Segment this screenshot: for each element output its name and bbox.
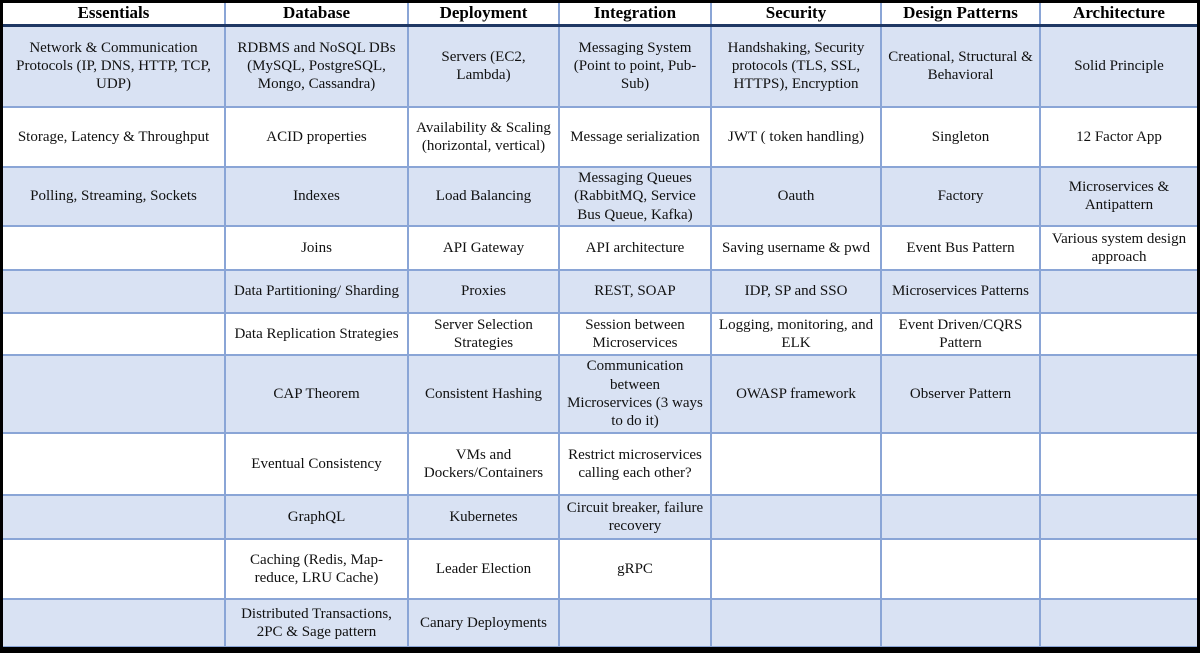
table-cell: Data Replication Strategies	[224, 311, 409, 356]
table-cell: IDP, SP and SSO	[710, 268, 882, 314]
table-cell: Communication between Microservices (3 w…	[558, 353, 712, 434]
table-cell: Servers (EC2, Lambda)	[407, 24, 560, 108]
table-cell	[558, 597, 712, 647]
table-cell	[3, 597, 226, 647]
table-cell: Observer Pattern	[880, 353, 1041, 434]
table-row: Network & Communication Protocols (IP, D…	[3, 24, 1197, 108]
table-row: Distributed Transactions, 2PC & Sage pat…	[3, 597, 1197, 647]
table-cell: Polling, Streaming, Sockets	[3, 166, 226, 227]
table-row: Storage, Latency & Throughput ACID proper…	[3, 106, 1197, 168]
column-header-database: Database	[224, 3, 409, 27]
table-cell: Message serialization	[558, 106, 712, 168]
table-row: Data Partitioning/ Sharding Proxies REST, …	[3, 268, 1197, 314]
table-cell: Oauth	[710, 166, 882, 227]
table-body: Network & Communication Protocols (IP, D…	[3, 24, 1197, 647]
table-cell: Microservices & Antipattern	[1039, 166, 1197, 227]
column-header-security: Security	[710, 3, 882, 27]
table-cell: Server Selection Strategies	[407, 311, 560, 356]
table-cell: Event Bus Pattern	[880, 224, 1041, 271]
table-cell: 12 Factor App	[1039, 106, 1197, 168]
table-cell: Storage, Latency & Throughput	[3, 106, 226, 168]
table-cell: Canary Deployments	[407, 597, 560, 647]
header-row: Essentials Database Deployment Integrati…	[3, 3, 1197, 27]
table-cell: Logging, monitoring, and ELK	[710, 311, 882, 356]
table-cell	[3, 224, 226, 271]
table-cell: Load Balancing	[407, 166, 560, 227]
table-cell: Messaging Queues (RabbitMQ, Service Bus …	[558, 166, 712, 227]
table-cell: Availability & Scaling (horizontal, vert…	[407, 106, 560, 168]
table-cell: Singleton	[880, 106, 1041, 168]
table-cell	[3, 268, 226, 314]
table-cell	[880, 537, 1041, 600]
column-header-architecture: Architecture	[1039, 3, 1197, 27]
table-cell: Circuit breaker, failure recovery	[558, 493, 712, 540]
table-cell: Indexes	[224, 166, 409, 227]
table-cell	[1039, 597, 1197, 647]
column-header-integration: Integration	[558, 3, 712, 27]
table-cell: RDBMS and NoSQL DBs (MySQL, PostgreSQL, …	[224, 24, 409, 108]
table-cell: Messaging System (Point to point, Pub-Su…	[558, 24, 712, 108]
table-cell: Solid Principle	[1039, 24, 1197, 108]
table-cell	[3, 493, 226, 540]
table-cell	[3, 431, 226, 496]
table-row: GraphQL Kubernetes Circuit breaker, failur…	[3, 493, 1197, 540]
system-design-topics-table: Essentials Database Deployment Integrati…	[3, 3, 1197, 647]
table-cell: Distributed Transactions, 2PC & Sage pat…	[224, 597, 409, 647]
table-cell: Session between Microservices	[558, 311, 712, 356]
table-cell	[1039, 268, 1197, 314]
table-row: Data Replication Strategies Server Select…	[3, 311, 1197, 356]
column-header-deployment: Deployment	[407, 3, 560, 27]
table-cell	[1039, 493, 1197, 540]
table-row: CAP Theorem Consistent Hashing Communicati…	[3, 353, 1197, 434]
column-header-design-patterns: Design Patterns	[880, 3, 1041, 27]
table-cell	[880, 431, 1041, 496]
table-cell: Saving username & pwd	[710, 224, 882, 271]
table-cell: Consistent Hashing	[407, 353, 560, 434]
table-cell: Kubernetes	[407, 493, 560, 540]
table-cell: Network & Communication Protocols (IP, D…	[3, 24, 226, 108]
table-cell	[3, 353, 226, 434]
table-cell	[1039, 353, 1197, 434]
table-cell	[710, 597, 882, 647]
table-cell: OWASP framework	[710, 353, 882, 434]
table-cell: Event Driven/CQRS Pattern	[880, 311, 1041, 356]
table-row: Caching (Redis, Map-reduce, LRU Cache) Le…	[3, 537, 1197, 600]
table-row: Joins API Gateway API architecture Saving u…	[3, 224, 1197, 271]
table-cell	[3, 311, 226, 356]
table-row: Eventual Consistency VMs and Dockers/Cont…	[3, 431, 1197, 496]
table-cell: ACID properties	[224, 106, 409, 168]
table-cell: Data Partitioning/ Sharding	[224, 268, 409, 314]
table-cell: Leader Election	[407, 537, 560, 600]
table-cell: Joins	[224, 224, 409, 271]
table-cell	[710, 493, 882, 540]
table-cell: Microservices Patterns	[880, 268, 1041, 314]
table-cell	[880, 493, 1041, 540]
table-cell: VMs and Dockers/Containers	[407, 431, 560, 496]
table-cell	[1039, 311, 1197, 356]
table-cell: gRPC	[558, 537, 712, 600]
table-cell	[880, 597, 1041, 647]
table-cell: Restrict microservices calling each othe…	[558, 431, 712, 496]
table-cell: GraphQL	[224, 493, 409, 540]
table-cell: API Gateway	[407, 224, 560, 271]
table-cell: Various system design approach	[1039, 224, 1197, 271]
table-cell: Handshaking, Security protocols (TLS, SS…	[710, 24, 882, 108]
table-cell	[710, 431, 882, 496]
table-cell: JWT ( token handling)	[710, 106, 882, 168]
table-cell: CAP Theorem	[224, 353, 409, 434]
table-cell: Caching (Redis, Map-reduce, LRU Cache)	[224, 537, 409, 600]
table-row: Polling, Streaming, Sockets Indexes Load B…	[3, 166, 1197, 227]
table-cell	[1039, 431, 1197, 496]
table-cell: Eventual Consistency	[224, 431, 409, 496]
column-header-essentials: Essentials	[3, 3, 226, 27]
table-cell	[1039, 537, 1197, 600]
table-cell: Proxies	[407, 268, 560, 314]
table-cell	[3, 537, 226, 600]
table-cell: Factory	[880, 166, 1041, 227]
table-cell: Creational, Structural & Behavioral	[880, 24, 1041, 108]
table-cell: REST, SOAP	[558, 268, 712, 314]
table-cell: API architecture	[558, 224, 712, 271]
table-cell	[710, 537, 882, 600]
